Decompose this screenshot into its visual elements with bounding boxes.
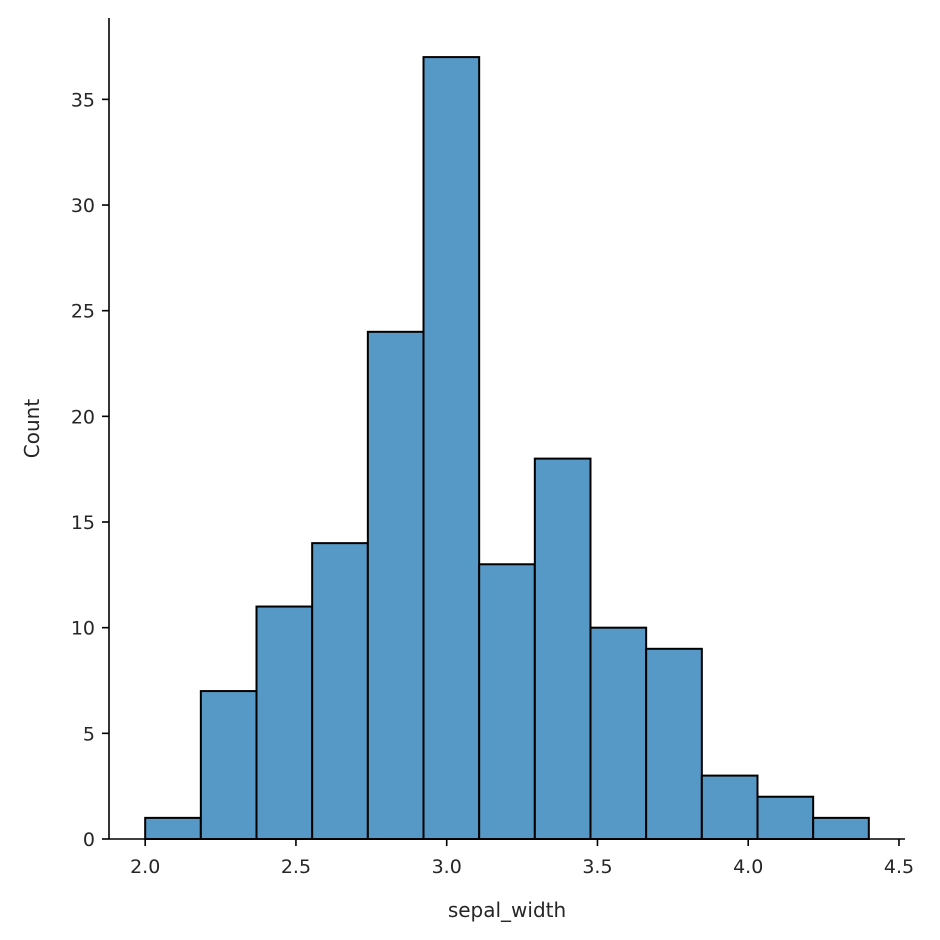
histogram-bar-9 (589, 626, 648, 840)
histogram-bar-5 (366, 330, 425, 840)
y-tick-label: 10 (71, 618, 95, 640)
histogram-bar-8 (533, 457, 592, 840)
x-tick-label: 4.5 (884, 856, 914, 878)
x-tick-label: 2.5 (281, 856, 311, 878)
histogram-bar-4 (311, 542, 369, 841)
x-tick-label: 4.0 (733, 856, 763, 878)
histogram-bar-2 (199, 690, 258, 841)
x-tick-label: 3.5 (582, 856, 612, 878)
histogram-bar-7 (478, 563, 536, 841)
y-tick-label: 15 (71, 512, 95, 534)
y-tick-label: 25 (71, 301, 95, 323)
histogram-bar-3 (255, 605, 314, 840)
y-tick-label: 5 (83, 723, 95, 745)
histogram-bar-6 (422, 56, 481, 841)
y-tick-label: 35 (71, 89, 95, 111)
x-ticks-group: 2.0 2.5 3.0 3.5 4.0 4.5 (130, 839, 914, 878)
histogram-bar-12 (756, 795, 815, 840)
x-axis-label: sepal_width (448, 898, 566, 922)
histogram-bar-13 (812, 816, 870, 840)
histogram-bar-1 (144, 816, 202, 840)
bars-group (144, 56, 870, 841)
histogram-bar-11 (700, 774, 759, 840)
histogram-bar-10 (645, 647, 703, 840)
y-ticks-group: 0 5 10 15 20 25 30 35 (71, 89, 109, 851)
x-tick-label: 2.0 (130, 856, 160, 878)
y-tick-label: 20 (71, 406, 95, 428)
y-tick-label: 30 (71, 195, 95, 217)
y-axis-label: Count (20, 399, 44, 459)
x-tick-label: 3.0 (432, 856, 462, 878)
y-tick-label: 0 (83, 829, 95, 851)
